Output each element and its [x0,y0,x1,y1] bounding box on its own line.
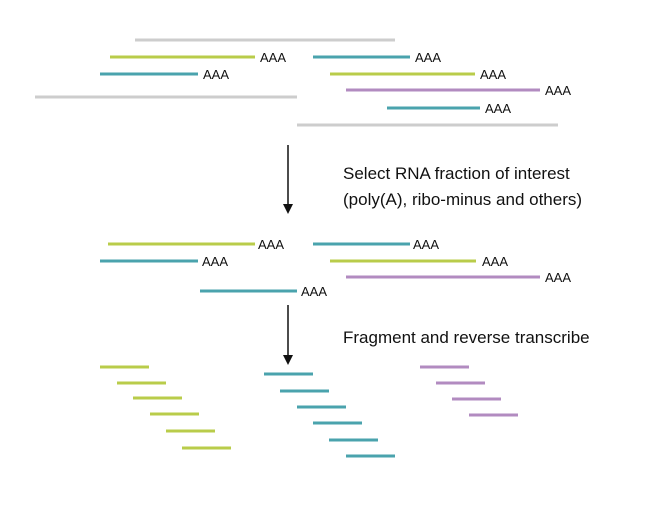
poly-a-tail-label: AAA [415,50,441,65]
poly-a-tail-label: AAA [480,67,506,82]
poly-a-tail-label: AAA [545,83,571,98]
arrow-head [283,355,293,365]
fragments-green [100,365,231,450]
select-step-label-line1: Select RNA fraction of interest [343,164,570,183]
poly-a-tail-label: AAA [301,284,327,299]
poly-a-tail-label: AAA [260,50,286,65]
poly-a-tail-label: AAA [202,254,228,269]
poly-a-tail-label: AAA [485,101,511,116]
fragments-purple [420,365,518,417]
poly-a-tail-label: AAA [203,67,229,82]
poly-a-tail-label: AAA [482,254,508,269]
arrow-select-step [283,145,293,214]
fragment-step-label: Fragment and reverse transcribe [343,328,590,347]
fragments-teal [264,372,395,458]
poly-a-tail-label: AAA [258,237,284,252]
stage-total-rna: AAA AAA AAA AAA AAA AAA [35,38,571,127]
poly-a-tail-label: AAA [413,237,439,252]
arrow-head [283,204,293,214]
stage-selected-rna: AAA AAA AAA AAA AAA AAA [100,237,571,299]
arrow-fragment-step [283,305,293,365]
poly-a-tail-label: AAA [545,270,571,285]
select-step-label-line2: (poly(A), ribo-minus and others) [343,190,582,209]
